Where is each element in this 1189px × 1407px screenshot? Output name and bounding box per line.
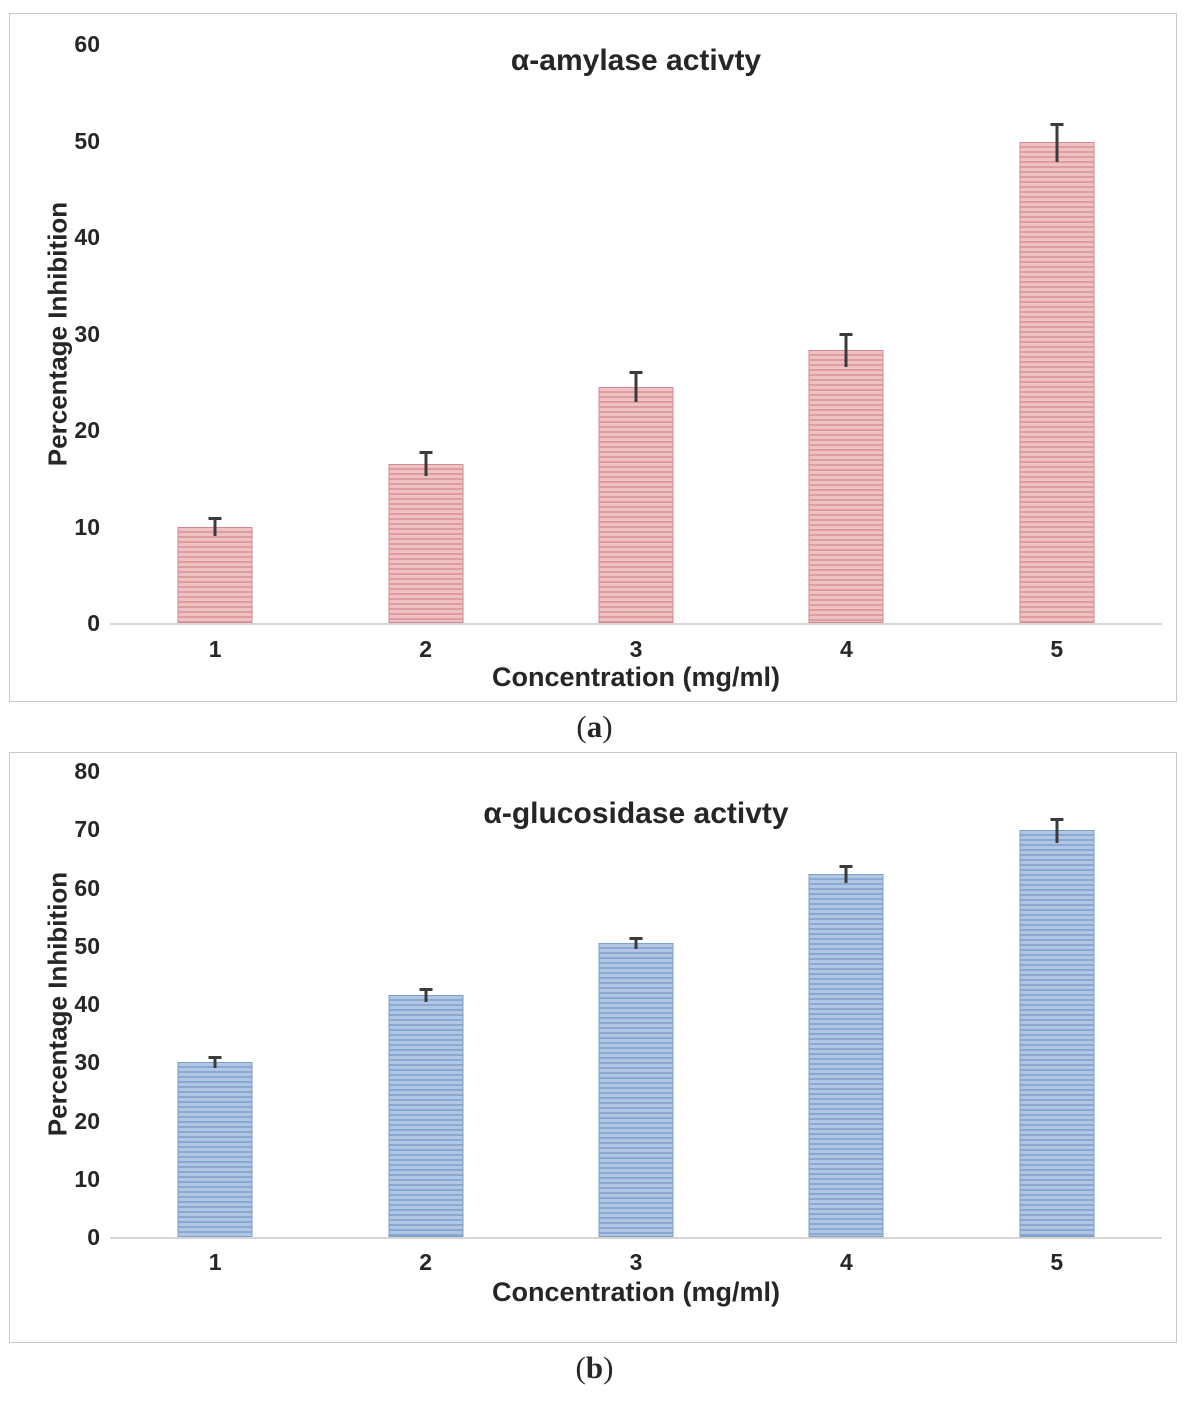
y-tick-label: 10 xyxy=(74,513,100,540)
bar-concentration-2 xyxy=(388,463,464,623)
plot-area xyxy=(110,771,1162,1239)
x-tick-label: 1 xyxy=(208,636,222,662)
caption-letter: a xyxy=(586,709,603,744)
caption-open-paren: ( xyxy=(576,709,587,744)
x-axis-ticks: 1 2 3 4 5 xyxy=(110,636,1162,663)
bar-slot xyxy=(741,771,951,1237)
figure-caption-b: (b) xyxy=(0,1343,1189,1393)
x-tick-label: 2 xyxy=(419,1249,432,1275)
bar-slot xyxy=(110,771,320,1237)
x-axis-label: Concentration (mg/ml) xyxy=(492,1277,780,1307)
x-tick-label: 5 xyxy=(1050,636,1064,662)
error-bar xyxy=(424,988,428,1003)
bar-concentration-2 xyxy=(388,995,464,1237)
error-bar-cap xyxy=(419,988,433,992)
x-tick-label: 2 xyxy=(419,636,432,662)
chart-title: α-glucosidase activty xyxy=(483,797,789,830)
x-tick-label: 3 xyxy=(629,1249,643,1275)
error-bar xyxy=(844,865,848,883)
x-tick-label: 4 xyxy=(840,636,853,662)
bar-slot xyxy=(320,44,530,623)
bar-concentration-1 xyxy=(177,526,253,623)
y-tick-label: 10 xyxy=(74,1165,100,1192)
bar-concentration-4 xyxy=(808,349,884,623)
caption-close-paren: ) xyxy=(603,1350,614,1385)
bar-concentration-4 xyxy=(808,874,884,1237)
bar-slot xyxy=(952,44,1162,623)
y-tick-label: 30 xyxy=(74,320,100,347)
chart-title: α-amylase activty xyxy=(510,44,762,77)
y-tick-label: 30 xyxy=(74,1049,100,1076)
chart-panel-glucosidase: α-glucosidase activty Percentage Inhibit… xyxy=(9,752,1177,1343)
error-bar-cap xyxy=(208,516,222,520)
bar-concentration-5 xyxy=(1019,142,1095,623)
error-bar-cap xyxy=(1050,817,1064,821)
error-bar-cap xyxy=(629,371,643,375)
y-tick-label: 60 xyxy=(74,31,100,57)
error-bar xyxy=(634,371,638,403)
x-tick-label: 3 xyxy=(629,636,643,662)
bar-slot xyxy=(531,44,741,623)
y-tick-label: 50 xyxy=(74,932,100,959)
caption-letter: b xyxy=(585,1350,604,1385)
error-bar-cap xyxy=(1050,123,1064,127)
error-bar xyxy=(424,451,428,477)
chart-panel-amylase: α-amylase activty Percentage Inhibition … xyxy=(9,13,1177,702)
bar-concentration-5 xyxy=(1019,830,1095,1237)
y-tick-label: 50 xyxy=(74,127,100,154)
error-bar-cap xyxy=(208,1056,222,1060)
error-bar-cap xyxy=(839,865,853,869)
bar-concentration-3 xyxy=(598,386,674,623)
y-tick-label: 20 xyxy=(74,417,100,443)
x-tick-label: 1 xyxy=(208,1249,222,1275)
error-bar xyxy=(1055,123,1059,162)
bar-slot xyxy=(320,771,530,1237)
plot-area xyxy=(110,44,1162,625)
error-bar xyxy=(1055,817,1059,844)
bar-slot xyxy=(741,44,951,623)
y-tick-label: 40 xyxy=(74,991,100,1017)
bar-slot xyxy=(531,771,741,1237)
x-tick-label: 4 xyxy=(840,1249,853,1275)
caption-close-paren: ) xyxy=(602,709,613,744)
y-tick-label: 20 xyxy=(74,1107,100,1134)
caption-open-paren: ( xyxy=(575,1350,586,1385)
error-bar xyxy=(213,1056,217,1069)
y-tick-label: 60 xyxy=(74,874,100,901)
bar-concentration-1 xyxy=(177,1062,253,1237)
y-tick-label: 70 xyxy=(74,816,100,843)
x-tick-label: 5 xyxy=(1050,1249,1064,1275)
error-bar xyxy=(213,516,217,537)
x-axis-label: Concentration (mg/ml) xyxy=(492,662,780,692)
error-bar xyxy=(634,937,638,949)
x-axis-ticks: 1 2 3 4 5 xyxy=(110,1249,1162,1276)
error-bar-cap xyxy=(419,451,433,455)
bar-slot xyxy=(952,771,1162,1237)
y-tick-label: 0 xyxy=(87,610,100,636)
bar-slot xyxy=(110,44,320,623)
y-tick-label: 80 xyxy=(74,758,100,784)
y-tick-label: 40 xyxy=(74,224,100,250)
bar-concentration-3 xyxy=(598,942,674,1237)
figure-caption-a: (a) xyxy=(0,702,1189,752)
error-bar-cap xyxy=(839,332,853,336)
y-tick-label: 0 xyxy=(87,1224,100,1250)
error-bar-cap xyxy=(629,937,643,941)
error-bar xyxy=(844,332,848,368)
